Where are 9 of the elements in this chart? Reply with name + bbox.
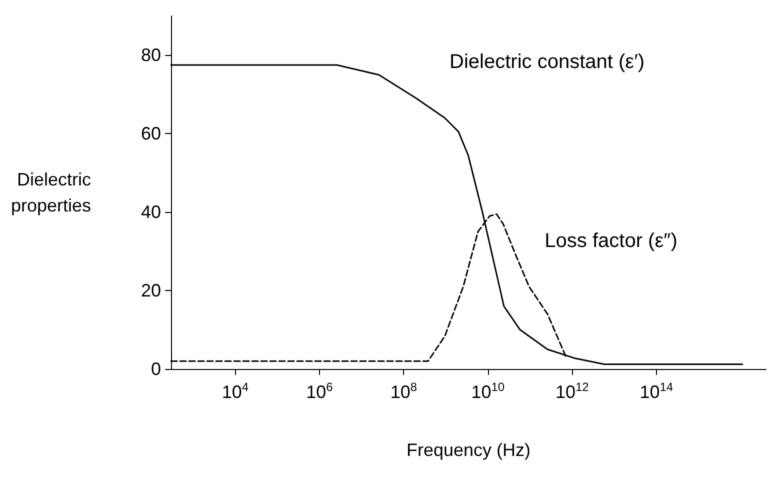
y-tick-label: 60 (141, 124, 162, 144)
annotation: Loss factor (ε″) (544, 230, 678, 252)
x-axis-title: Frequency (Hz) (406, 440, 531, 460)
annotation: Dielectric constant (ε′) (450, 51, 644, 73)
y-axis-title: Dielectric properties (10, 170, 92, 216)
y-tick-label: 80 (141, 45, 162, 66)
y-tick-label: 20 (141, 280, 162, 301)
y-tick-label: 0 (151, 359, 162, 379)
y-tick-label: 40 (141, 202, 162, 222)
